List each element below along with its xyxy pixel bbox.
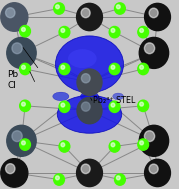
Circle shape <box>138 100 149 112</box>
Circle shape <box>138 139 149 150</box>
Circle shape <box>140 65 144 69</box>
Circle shape <box>1 159 28 187</box>
Circle shape <box>20 139 30 150</box>
Circle shape <box>77 3 102 31</box>
Circle shape <box>145 159 170 187</box>
Circle shape <box>20 63 30 75</box>
Circle shape <box>77 159 102 187</box>
Circle shape <box>111 65 115 69</box>
Circle shape <box>54 3 64 14</box>
Text: Pb₂³⁺ STEL: Pb₂³⁺ STEL <box>93 96 136 105</box>
Circle shape <box>55 176 59 180</box>
Circle shape <box>12 131 22 142</box>
Circle shape <box>61 103 65 107</box>
Circle shape <box>54 174 64 185</box>
Ellipse shape <box>55 36 124 93</box>
Circle shape <box>109 141 120 152</box>
Circle shape <box>109 26 120 38</box>
Circle shape <box>59 101 70 112</box>
Circle shape <box>7 37 36 68</box>
Ellipse shape <box>57 95 122 133</box>
Text: Cl: Cl <box>7 81 16 90</box>
Circle shape <box>22 65 25 69</box>
Circle shape <box>149 164 158 174</box>
Circle shape <box>117 176 120 180</box>
Circle shape <box>59 141 70 152</box>
Circle shape <box>59 26 70 38</box>
Ellipse shape <box>68 49 97 68</box>
Ellipse shape <box>53 92 69 101</box>
Circle shape <box>77 69 102 95</box>
Circle shape <box>139 125 169 156</box>
Circle shape <box>149 8 158 18</box>
Circle shape <box>138 63 149 75</box>
Circle shape <box>145 3 170 31</box>
Circle shape <box>20 26 30 37</box>
Circle shape <box>77 97 102 124</box>
Circle shape <box>12 43 22 54</box>
Ellipse shape <box>113 93 124 100</box>
Circle shape <box>81 74 90 83</box>
Circle shape <box>22 102 25 106</box>
Circle shape <box>109 63 120 75</box>
Circle shape <box>139 37 169 68</box>
Circle shape <box>59 63 70 75</box>
Circle shape <box>111 143 115 147</box>
Circle shape <box>117 5 120 9</box>
Circle shape <box>115 3 125 14</box>
Circle shape <box>6 164 15 174</box>
Circle shape <box>1 3 28 31</box>
Circle shape <box>81 102 90 111</box>
Circle shape <box>61 65 65 69</box>
Circle shape <box>140 102 144 106</box>
Circle shape <box>61 29 65 33</box>
Circle shape <box>138 26 149 38</box>
Circle shape <box>109 101 120 112</box>
Circle shape <box>144 43 155 54</box>
Circle shape <box>81 164 90 174</box>
Circle shape <box>22 28 25 32</box>
Circle shape <box>144 131 155 142</box>
Circle shape <box>111 103 115 107</box>
Circle shape <box>55 5 59 9</box>
Circle shape <box>111 29 115 33</box>
Circle shape <box>6 8 15 18</box>
Circle shape <box>22 141 25 145</box>
Circle shape <box>81 8 90 18</box>
Circle shape <box>61 143 65 147</box>
Circle shape <box>115 174 125 185</box>
Ellipse shape <box>81 92 98 101</box>
Circle shape <box>140 29 144 33</box>
Circle shape <box>20 100 30 112</box>
Circle shape <box>140 141 144 145</box>
Circle shape <box>7 125 36 156</box>
Text: Pb: Pb <box>7 70 18 79</box>
